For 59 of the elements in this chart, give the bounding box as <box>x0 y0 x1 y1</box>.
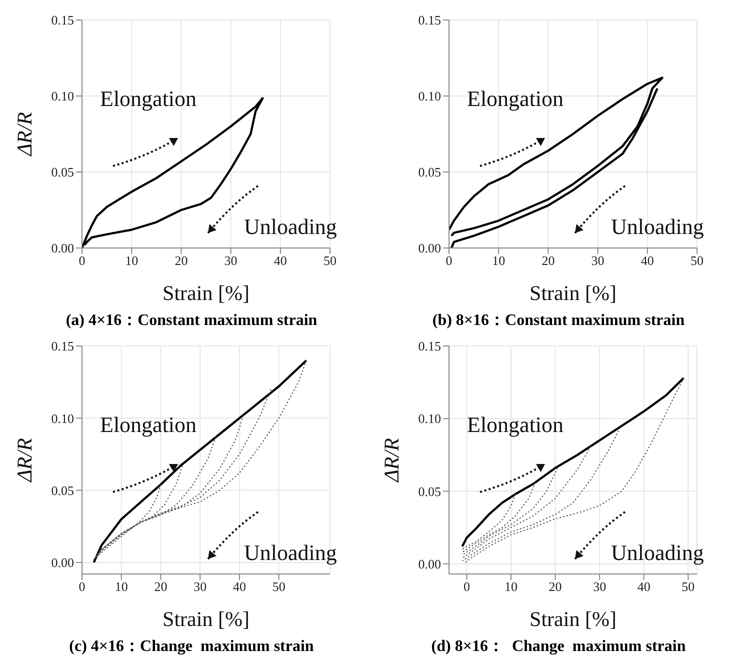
annotation: Unloading <box>611 540 704 566</box>
y-axis-title: ΔR/R <box>12 438 36 483</box>
x-tick-label: 0 <box>446 253 452 268</box>
x-tick-label: 0 <box>78 579 86 594</box>
text: (b) 8×16：Constant maximum strain <box>431 311 686 331</box>
x-tick-label: 30 <box>593 579 606 594</box>
x-tick-label: 10 <box>504 579 518 594</box>
y-axis-title: ΔR/R <box>379 438 404 483</box>
y-tick-label: 0.00 <box>418 556 441 572</box>
annotation: Elongation <box>100 86 197 112</box>
y-tick-label: 0.15 <box>418 12 441 28</box>
x-tick-label: 50 <box>272 579 286 594</box>
y-tick-label: 0.05 <box>418 484 441 499</box>
annotation: Unloading <box>244 214 337 240</box>
annotation: Elongation <box>100 412 197 438</box>
x-tick-label: 50 <box>324 253 336 268</box>
y-tick-label: 0.00 <box>51 240 74 256</box>
y-tick-label: 0.10 <box>418 88 441 104</box>
y-tick-label: 0.05 <box>418 164 441 180</box>
x-tick-label: 40 <box>232 579 246 594</box>
x-tick-label: 10 <box>125 253 138 268</box>
y-tick-label: 0.15 <box>51 12 74 28</box>
x-tick-label: 20 <box>154 579 168 594</box>
y-tick-label: 0.10 <box>51 410 74 426</box>
x-tick-label: 10 <box>114 579 128 594</box>
x-tick-label: 20 <box>174 253 188 268</box>
x-tick-label: 30 <box>591 253 604 268</box>
x-tick-label: 0 <box>463 579 470 594</box>
x-tick-label: 40 <box>274 253 287 268</box>
y-tick-label: 0.05 <box>51 482 74 498</box>
x-tick-label: 20 <box>542 253 555 268</box>
y-tick-label: 0.10 <box>51 88 74 104</box>
x-axis-title: Strain [%] <box>530 281 616 305</box>
y-tick-label: 0.00 <box>51 555 74 570</box>
y-tick-label: 0.15 <box>418 338 441 354</box>
x-tick-label: 30 <box>194 579 207 594</box>
annotation: Elongation <box>467 412 564 438</box>
y-tick-label: 0.10 <box>418 411 441 426</box>
x-tick-label: 30 <box>224 253 238 268</box>
x-tick-label: 20 <box>548 579 562 594</box>
x-axis-title: Strain [%] <box>162 607 250 631</box>
x-tick-label: 40 <box>637 579 650 594</box>
y-tick-label: 0.05 <box>51 164 74 180</box>
y-axis-title: ΔR/R <box>12 112 36 157</box>
x-tick-label: 50 <box>682 579 695 594</box>
text: (d) 8×16： Change maximum strain <box>430 637 687 657</box>
y-tick-label: 0.15 <box>51 338 74 354</box>
x-tick-label: 0 <box>78 253 86 268</box>
y-tick-label: 0.00 <box>418 240 441 256</box>
x-axis-title: Strain [%] <box>162 281 250 305</box>
x-tick-label: 10 <box>492 253 506 268</box>
x-axis-title: Strain [%] <box>530 607 616 631</box>
x-tick-label: 40 <box>640 253 654 268</box>
annotation: Unloading <box>244 540 337 566</box>
text: (a) 4×16：Constant maximum strain <box>64 311 318 331</box>
text: (c) 4×16：Change maximum strain <box>68 637 315 657</box>
x-tick-label: 50 <box>690 253 704 268</box>
annotation: Unloading <box>611 214 704 240</box>
annotation: Elongation <box>467 86 564 112</box>
